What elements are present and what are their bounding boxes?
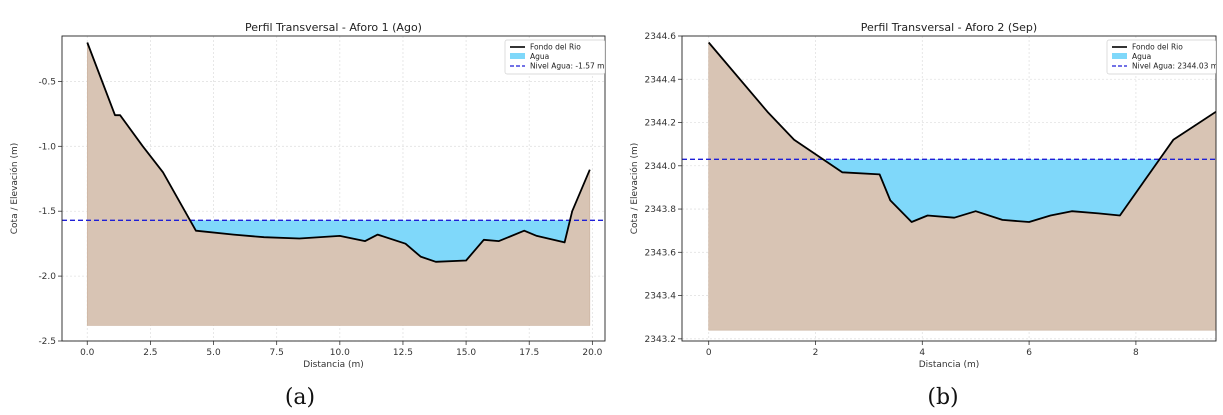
riverbed-line <box>708 41 1216 223</box>
x-axis-label: Distancia (m) <box>919 360 979 370</box>
x-tick-label: 12.5 <box>393 348 413 358</box>
x-tick-label: 7.5 <box>270 348 284 358</box>
y-tick-label: -2.0 <box>38 272 56 282</box>
legend-label: Agua <box>530 52 549 61</box>
legend-swatch-water <box>1112 53 1127 59</box>
y-tick-label: -1.0 <box>38 142 56 152</box>
chart-panel-2: 0 2 4 6 8 2344.6 2344.4 2344.2 2344.0 2343.8 2343.… <box>629 21 1218 370</box>
y-tick-label: -2.5 <box>38 337 56 347</box>
y-tick-label: -0.5 <box>38 77 56 87</box>
y-axis-label: Cota / Elevación (m) <box>629 143 640 234</box>
x-tick-label: 17.5 <box>519 348 539 358</box>
legend-label: Agua <box>1132 52 1151 61</box>
x-axis-label: Distancia (m) <box>303 360 363 370</box>
legend-box <box>1106 39 1216 75</box>
water-area <box>190 220 570 262</box>
legend-swatch-water <box>510 53 525 59</box>
legend-box <box>504 39 605 75</box>
plot-area <box>62 42 605 326</box>
y-tick-label: 2344.2 <box>645 119 677 129</box>
x-tick-label: 4 <box>919 348 925 358</box>
x-tick-label: 5.0 <box>206 348 221 358</box>
riverbed-line <box>86 42 591 263</box>
plot-frame <box>61 35 606 342</box>
x-tick-label: 0.0 <box>80 348 95 358</box>
y-tick-label: 2343.2 <box>645 335 677 345</box>
plot-area <box>682 41 1216 331</box>
x-tick-label: 0 <box>706 348 712 358</box>
y-tick-label: 2343.8 <box>645 205 677 215</box>
x-tick-label: 20.0 <box>582 348 602 358</box>
plot-frame <box>681 35 1217 342</box>
legend-label: Nivel Agua: -1.57 m <box>530 62 604 71</box>
water-area <box>823 159 1160 222</box>
y-tick-label: -1.5 <box>38 207 56 217</box>
chart-panel-1: 0.0 2.5 5.0 7.5 10.0 12.5 15.0 17.5 20.0 -0.5 -1.0… <box>9 21 606 370</box>
x-tick-label: 6 <box>1026 348 1032 358</box>
legend-label: Fondo del Rio <box>530 43 581 52</box>
x-tick-label: 15.0 <box>456 348 476 358</box>
y-tick-label: 2344.0 <box>645 162 677 172</box>
legend-label: Fondo del Rio <box>1132 43 1183 52</box>
y-tick-label: 2343.4 <box>645 292 677 302</box>
figure-caption: (b) <box>927 385 958 410</box>
x-tick-label: 10.0 <box>330 348 350 358</box>
y-tick-label: 2344.6 <box>645 32 677 42</box>
riverbed-fill <box>86 42 591 326</box>
x-tick-label: 2.5 <box>143 348 157 358</box>
chart-title: Perfil Transversal - Aforo 2 (Sep) <box>861 21 1037 34</box>
y-tick-label: 2344.4 <box>645 75 677 85</box>
figure-caption: (a) <box>285 385 315 410</box>
y-axis-label: Cota / Elevación (m) <box>9 143 20 234</box>
x-tick-label: 8 <box>1133 348 1139 358</box>
y-tick-label: 2343.6 <box>645 248 677 258</box>
x-tick-label: 2 <box>813 348 819 358</box>
chart-title: Perfil Transversal - Aforo 1 (Ago) <box>245 21 422 34</box>
legend-label: Nivel Agua: 2344.03 m <box>1132 62 1218 71</box>
